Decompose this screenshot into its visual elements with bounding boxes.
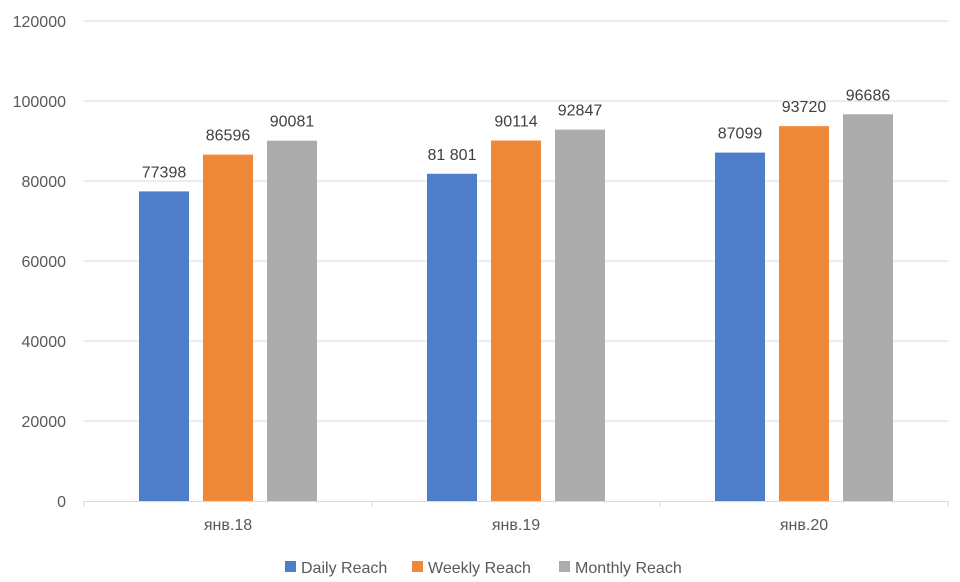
data-label: 96686 <box>846 87 891 104</box>
data-label: 92847 <box>558 103 603 120</box>
x-tick-label: янв.18 <box>204 517 252 534</box>
bar-daily-reach <box>715 152 765 501</box>
y-tick-label: 60000 <box>22 254 67 271</box>
y-tick-label: 120000 <box>13 14 66 31</box>
y-tick-label: 20000 <box>22 414 67 431</box>
bar-weekly-reach <box>491 140 541 501</box>
bar-daily-reach <box>427 173 477 501</box>
bar-daily-reach <box>139 191 189 501</box>
bar-monthly-reach <box>843 114 893 502</box>
legend-label: Weekly Reach <box>428 560 531 577</box>
legend-swatch <box>412 561 423 572</box>
bar-weekly-reach <box>779 126 829 502</box>
data-label: 93720 <box>782 99 827 116</box>
legend-swatch <box>559 561 570 572</box>
y-axis-ticks: 0 20000 40000 60000 80000 100000 120000 <box>13 14 66 511</box>
y-tick-label: 0 <box>57 494 66 511</box>
data-label: 81 801 <box>428 147 477 164</box>
legend-label: Monthly Reach <box>575 560 682 577</box>
data-label: 77398 <box>142 164 187 181</box>
data-label: 86596 <box>206 128 251 145</box>
bar-weekly-reach <box>203 154 253 501</box>
x-tick-label: янв.19 <box>492 517 540 534</box>
bar-monthly-reach <box>267 140 317 501</box>
y-tick-label: 40000 <box>22 334 67 351</box>
y-tick-label: 100000 <box>13 94 66 111</box>
legend-swatch <box>285 561 296 572</box>
bar-monthly-reach <box>555 129 605 501</box>
data-label: 90081 <box>270 114 315 131</box>
data-label: 87099 <box>718 126 763 143</box>
data-label: 90114 <box>494 114 537 131</box>
x-axis: янв.18 янв.19 янв.20 <box>83 501 949 534</box>
y-tick-label: 80000 <box>22 174 67 191</box>
legend-label: Daily Reach <box>301 560 387 577</box>
bars: 77398 86596 90081 81 801 90114 92847 87099 9372… <box>139 87 893 502</box>
x-tick-label: янв.20 <box>780 517 828 534</box>
legend: Daily Reach Weekly Reach Monthly Reach <box>285 560 682 577</box>
